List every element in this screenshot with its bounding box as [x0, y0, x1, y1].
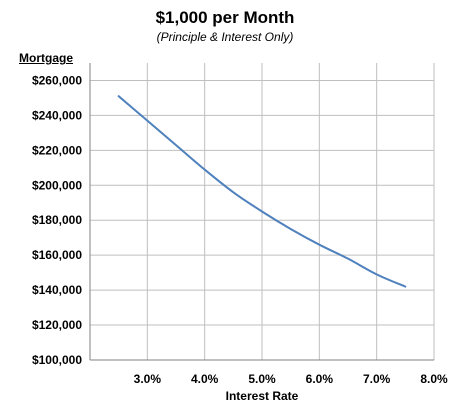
x-tick-label: 4.0%	[191, 372, 219, 386]
chart-subtitle: (Principle & Interest Only)	[156, 30, 294, 44]
y-tick-label: $140,000	[32, 283, 82, 297]
y-tick-label: $260,000	[32, 73, 82, 87]
x-axis-label: Interest Rate	[225, 389, 299, 403]
y-tick-label: $160,000	[32, 248, 82, 262]
x-tick-label: 6.0%	[306, 372, 334, 386]
x-tick-label: 8.0%	[420, 372, 448, 386]
y-tick-label: $120,000	[32, 318, 82, 332]
y-axis-label: Mortgage	[19, 51, 73, 65]
x-tick-label: 3.0%	[134, 372, 162, 386]
x-tick-label: 7.0%	[363, 372, 391, 386]
y-tick-label: $200,000	[32, 178, 82, 192]
y-tick-label: $180,000	[32, 213, 82, 227]
y-tick-label: $240,000	[32, 108, 82, 122]
x-tick-label: 5.0%	[248, 372, 276, 386]
y-tick-label: $100,000	[32, 353, 82, 367]
chart-title: $1,000 per Month	[155, 8, 295, 27]
y-tick-label: $220,000	[32, 143, 82, 157]
series-line	[117, 95, 407, 288]
